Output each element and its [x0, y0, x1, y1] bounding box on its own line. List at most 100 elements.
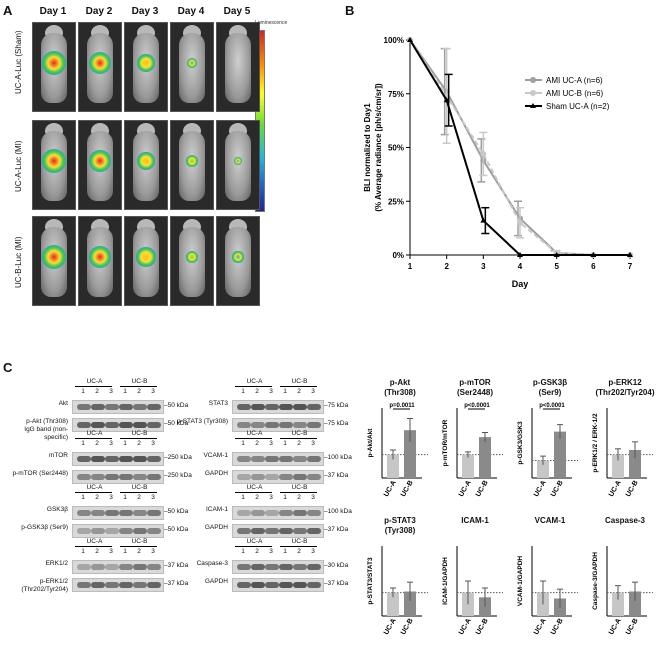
group-line: [235, 438, 272, 439]
protein-band: [307, 564, 321, 570]
protein-band: [237, 474, 251, 480]
bar-chart-title: Caspase-3: [604, 516, 646, 525]
protein-band: [251, 582, 265, 588]
group-line: [120, 386, 157, 387]
x-tick-label: 5: [554, 262, 559, 271]
protein-band: [105, 528, 119, 534]
protein-band: [251, 528, 265, 534]
x-tick-label: 4: [518, 262, 523, 271]
lane-number: 3: [269, 440, 273, 447]
lane-number: 2: [297, 388, 301, 395]
category-label: UC-B: [625, 618, 640, 637]
protein-band: [133, 528, 147, 534]
lane-number: 2: [95, 388, 99, 395]
bar: [629, 450, 641, 478]
group-line: [120, 438, 157, 439]
protein-band: [251, 422, 265, 428]
lane-number: 3: [151, 494, 155, 501]
bar: [612, 592, 624, 616]
luminescence-signal: [232, 251, 244, 263]
y-tick-label: 100%: [384, 36, 404, 45]
lane-number: 3: [311, 440, 315, 447]
blot-label: GAPDH: [204, 524, 228, 531]
protein-band: [279, 564, 293, 570]
bar-chart: UC-A UC-B p<0.0001 p-mTOR/mTOR: [442, 403, 503, 498]
blot-strip: [232, 560, 324, 574]
lane-number: 1: [123, 388, 127, 395]
group-label-uca: UC-A: [246, 538, 263, 545]
kda-marker: –37 kDa: [324, 580, 349, 587]
mouse-image: [78, 22, 122, 112]
protein-band: [293, 474, 307, 480]
protein-band: [91, 582, 105, 588]
y-axis-label: p-GSK3/GSK3: [517, 421, 524, 465]
blot-label: p-Akt (Thr308) IgG band (non-specific): [24, 418, 68, 441]
blot-label: p-GSK3β (Ser9): [21, 524, 68, 531]
protein-band: [265, 456, 279, 462]
protein-band: [77, 564, 91, 570]
group-label-uca: UC-A: [246, 378, 263, 385]
blot-strip: [72, 578, 164, 592]
lane-number: 1: [241, 440, 245, 447]
group-line: [75, 438, 112, 439]
bar: [404, 430, 416, 478]
protein-band: [147, 564, 161, 570]
group-line: [235, 386, 272, 387]
group-label-ucb: UC-B: [131, 378, 148, 385]
blot-label: STAT3: [208, 400, 228, 407]
blot-strip: [72, 418, 164, 432]
bar-chart-title: p-mTOR (Ser2448): [456, 378, 494, 397]
protein-band: [91, 510, 105, 516]
protein-band: [251, 564, 265, 570]
p-value: p<0.0001: [539, 403, 565, 409]
protein-band: [91, 456, 105, 462]
protein-band: [251, 474, 265, 480]
mouse-body: [225, 33, 251, 103]
blot-label: ERK1/2: [45, 560, 68, 567]
category-label: UC-A: [383, 618, 398, 637]
y-tick-label: 50%: [388, 144, 404, 153]
protein-band: [77, 582, 91, 588]
protein-band: [133, 456, 147, 462]
bli-line-chart: 0% 25% 50% 75% 100% 1 2 3 4 5 6 7 Day BLI normalized …: [363, 36, 633, 289]
protein-band: [279, 422, 293, 428]
lane-number: 2: [297, 440, 301, 447]
y-axis-label: BLI normalized to Day1: [363, 103, 372, 192]
x-tick-label: 6: [591, 262, 596, 271]
blot-label: GAPDH: [204, 578, 228, 585]
lane-number: 2: [137, 440, 141, 447]
mouse-image: [32, 120, 76, 210]
protein-band: [147, 510, 161, 516]
blot-label: ICAM-1: [205, 506, 228, 513]
group-label-ucb: UC-B: [291, 484, 308, 491]
blot-strip: [72, 470, 164, 484]
group-line: [75, 386, 112, 387]
blot-label: mTOR: [48, 452, 68, 459]
group-label-uca: UC-A: [246, 430, 263, 437]
group-label-ucb: UC-B: [131, 430, 148, 437]
protein-band: [147, 456, 161, 462]
y-tick-label: 75%: [388, 90, 404, 99]
bar-chart: UC-A UC-B p-ERK1/2 / ERK-1/2: [592, 408, 653, 498]
kda-marker: –37 kDa: [164, 580, 189, 587]
luminescence-signal: [137, 54, 155, 72]
protein-band: [91, 564, 105, 570]
luminescence-signal: [185, 250, 199, 264]
lane-number: 2: [255, 388, 259, 395]
day-label: Day 3: [131, 6, 159, 17]
bar-chart-title: ICAM-1: [461, 516, 489, 525]
group-label-uca: UC-A: [86, 378, 103, 385]
protein-band: [77, 528, 91, 534]
group-label-ucb: UC-B: [131, 538, 148, 545]
group-label-uca: UC-A: [86, 430, 103, 437]
kda-marker: –37 kDa: [324, 472, 349, 479]
protein-band: [237, 456, 251, 462]
y-axis-label: Caspase-3/GAPDH: [592, 552, 599, 610]
protein-band: [237, 510, 251, 516]
row-label: UC-A-Luc (Sham): [14, 30, 23, 94]
protein-band: [307, 474, 321, 480]
protein-band: [133, 422, 147, 428]
lane-number: 3: [109, 548, 113, 555]
legend-marker: [530, 90, 536, 96]
bar-chart: UC-A UC-B ICAM-1/GAPDH: [442, 546, 503, 636]
